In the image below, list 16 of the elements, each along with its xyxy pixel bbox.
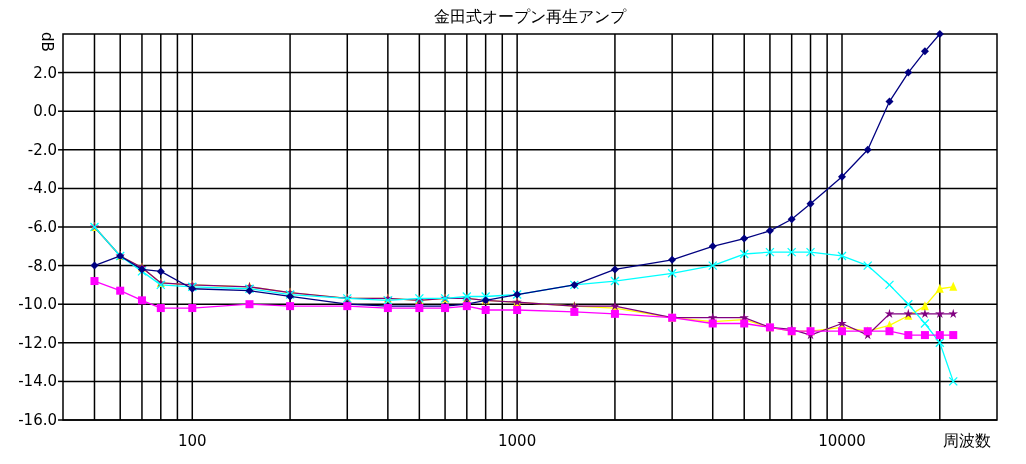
x-tick-label: 1000 [498,432,537,450]
y-tick-label: -4.0 [27,179,57,198]
y-tick-label: 2.0 [33,63,57,82]
y-tick-label: -8.0 [27,256,57,275]
y-tick-label: 0.0 [33,102,57,121]
y-tick-label: -14.0 [18,372,57,391]
title: 金田式オープン再生アンプ [434,7,626,26]
x-tick-label: 10000 [818,432,866,450]
y-tick-label: -6.0 [27,218,57,236]
y-tick-label: -16.0 [18,411,57,429]
ylabel: dB [38,32,56,52]
y-tick-label: -12.0 [18,333,57,352]
xlabel: 周波数 [943,431,991,450]
x-tick-label: 100 [177,432,207,450]
y-tick-label: -10.0 [18,295,57,314]
y-tick-label: -2.0 [27,140,57,159]
